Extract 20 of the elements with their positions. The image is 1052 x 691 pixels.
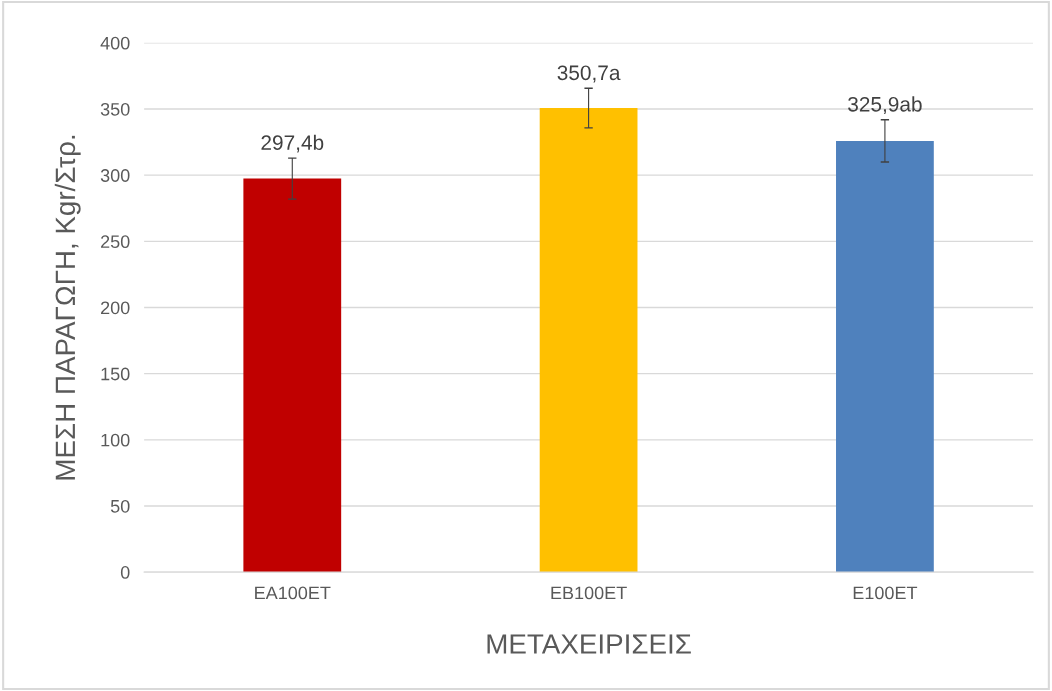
y-tick-label: 350	[100, 102, 130, 116]
y-tick-label: 300	[100, 169, 130, 182]
bar	[539, 108, 638, 573]
data-label: 350,7a	[557, 65, 621, 83]
data-label: 325,9ab	[848, 96, 922, 115]
y-tick-label: 0	[120, 566, 130, 579]
bar	[243, 178, 342, 573]
y-tick-label: 200	[101, 301, 130, 315]
x-axis-title: ΜΕΤΑΧΕΙΡΙΣΕΙΣ	[487, 634, 691, 654]
y-tick-label: 400	[100, 36, 130, 50]
x-tick-label: ΕΒ100ΕΤ	[551, 586, 627, 600]
x-tick-label: ΕΑ100ΕΤ	[255, 586, 331, 600]
y-axis-title: ΜΕΣΗ ΠΑΡΑΓΩΓΗ, Kgr/Στρ.	[54, 135, 81, 480]
y-tick-label: 150	[101, 367, 130, 381]
y-tick-label: 50	[110, 499, 130, 513]
y-tick-label: 100	[101, 433, 130, 447]
x-tick-label: Ε100ΕΤ	[853, 586, 918, 600]
bar	[836, 140, 934, 573]
data-label: 297,4b	[261, 134, 324, 153]
y-tick-label: 250	[101, 235, 130, 249]
